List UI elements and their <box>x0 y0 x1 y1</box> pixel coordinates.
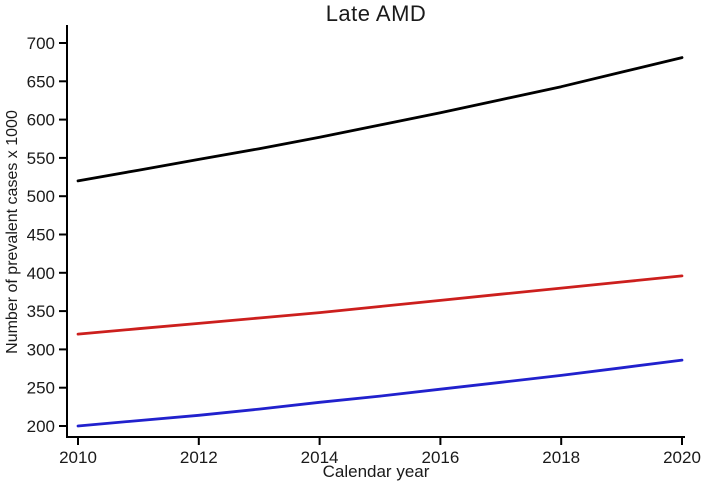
chart-title: Late AMD <box>325 1 427 26</box>
y-tick-label: 250 <box>27 379 55 398</box>
series-line-black <box>76 56 684 183</box>
series-line-blue <box>76 358 684 428</box>
x-tick-label: 2014 <box>301 448 339 467</box>
y-tick-label: 300 <box>27 340 55 359</box>
x-tick-label: 2020 <box>663 448 701 467</box>
x-axis-label: Calendar year <box>322 462 430 481</box>
x-tick-label: 2018 <box>542 448 580 467</box>
y-tick-label: 550 <box>27 149 55 168</box>
series-line-red <box>76 274 684 336</box>
y-tick-label: 350 <box>27 302 55 321</box>
y-tick-label: 650 <box>27 72 55 91</box>
y-tick-label: 600 <box>27 111 55 130</box>
y-tick-label: 400 <box>27 264 55 283</box>
x-tick-label: 2016 <box>421 448 459 467</box>
y-tick-label: 200 <box>27 417 55 436</box>
x-tick-label: 2010 <box>59 448 97 467</box>
y-tick-label: 450 <box>27 226 55 245</box>
x-tick-label: 2012 <box>180 448 218 467</box>
y-tick-label: 700 <box>27 34 55 53</box>
y-tick-label: 500 <box>27 187 55 206</box>
